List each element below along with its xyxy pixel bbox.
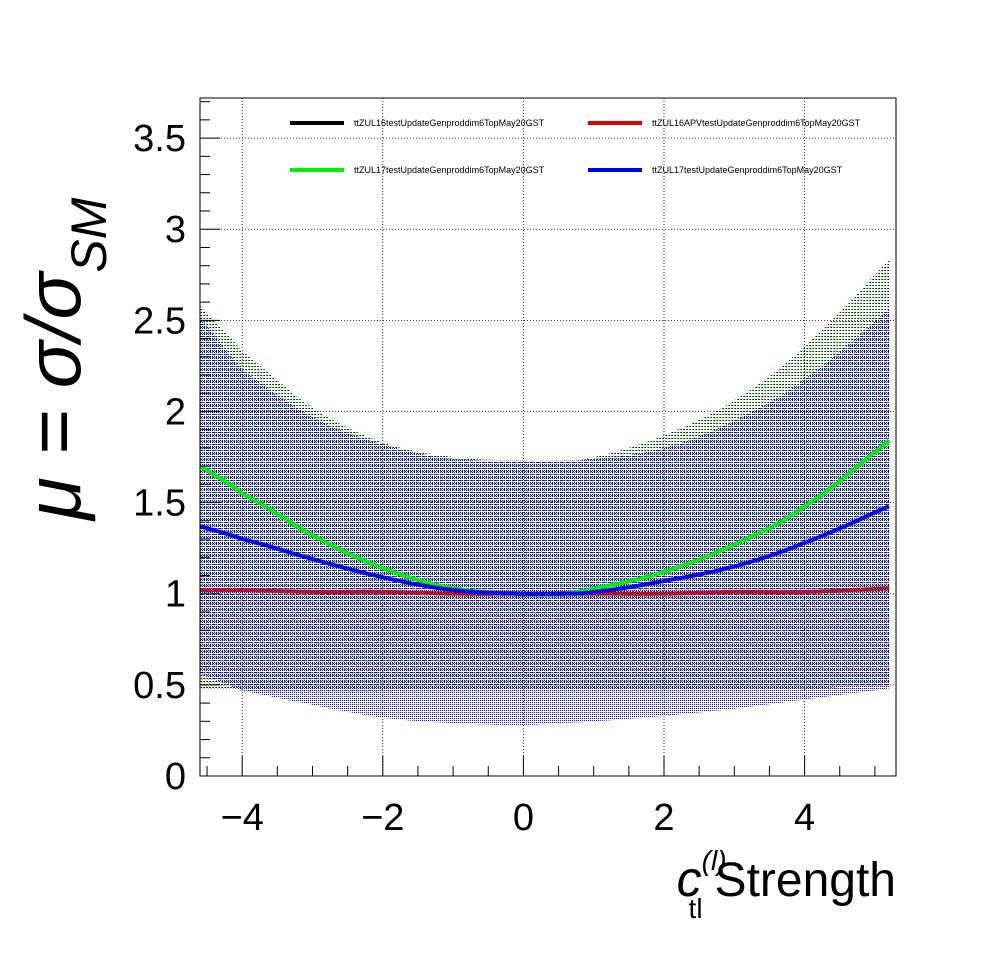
y-tick-label: 3.5 [133,118,186,160]
series-lines [200,439,891,597]
band-series-3 [200,309,889,725]
legend-label-3: ttZUL17testUpdateGenproddim6TopMay20GST [652,165,843,175]
tick-labels: −4 −2 0 2 4 0 0.5 1 1.5 2 2.5 3 3.5 [133,118,815,839]
x-tick-label: −2 [361,797,404,839]
y-tick-label: 0 [165,756,186,798]
y-tick-label: 2 [165,391,186,433]
y-tick-label: 0.5 [133,665,186,707]
legend-label-1: ttZUL16APVtestUpdateGenproddim6TopMay20G… [652,118,861,128]
x-axis-title: c(l) tlStrength [677,845,896,924]
y-tick-label: 1 [165,574,186,616]
x-tick-label: −4 [221,797,264,839]
y-axis-title: μ = σ/σSM [9,197,117,522]
legend-label-2: ttZUL17testUpdateGenproddim6TopMay20GST [354,165,545,175]
axis-ticks [200,101,876,777]
y-tick-label: 2.5 [133,300,186,342]
uncertainty-bands [200,260,889,725]
plot-frame [199,97,897,777]
legend-label-0: ttZUL16testUpdateGenproddim6TopMay20GST [354,118,545,128]
x-tick-label: 0 [513,797,534,839]
y-tick-label: 1.5 [133,483,186,525]
x-tick-label: 2 [653,797,674,839]
x-tick-label: 4 [794,797,815,839]
y-tick-label: 3 [165,209,186,251]
series-line-3 [200,504,890,597]
legend: ttZUL16testUpdateGenproddim6TopMay20GST t… [290,118,861,175]
